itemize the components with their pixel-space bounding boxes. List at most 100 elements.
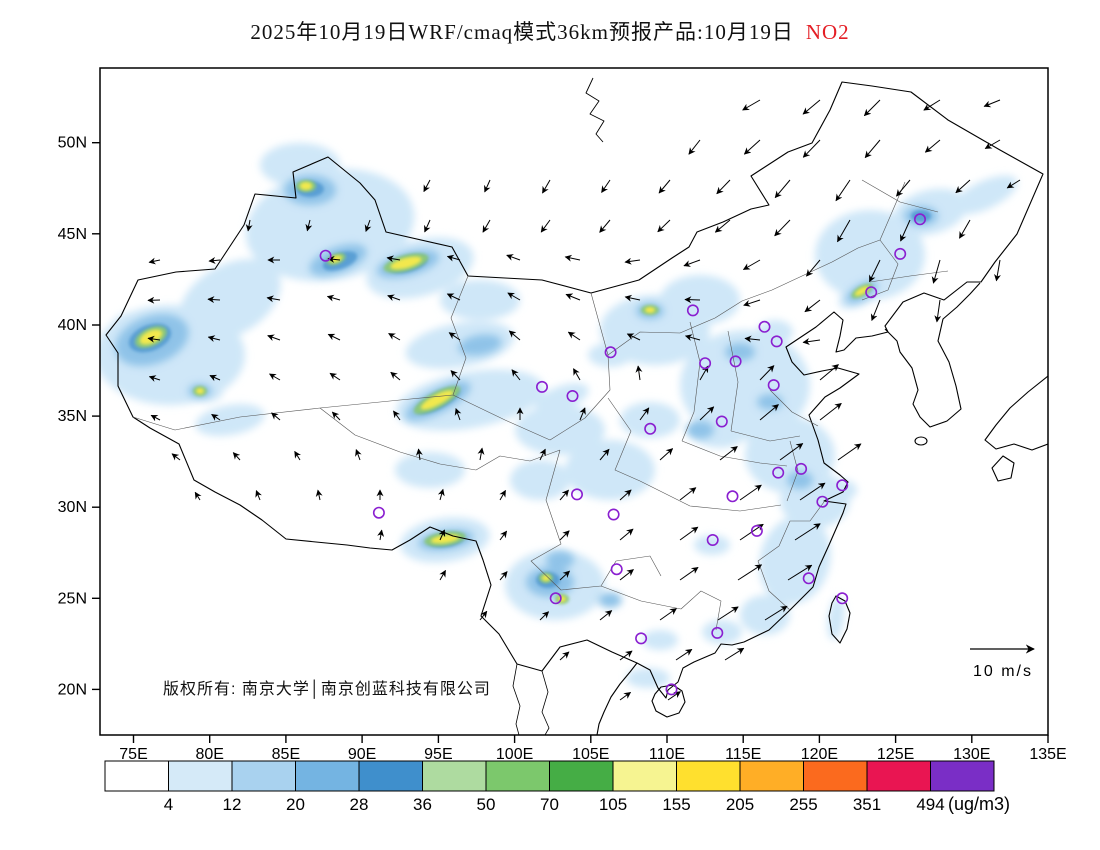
wind-arrow	[271, 412, 281, 421]
wind-arrow	[423, 179, 431, 193]
x-axis-tick-label: 75E	[119, 746, 147, 763]
no2-shading-blob	[420, 390, 454, 410]
colorbar-cell	[168, 760, 233, 792]
wind-arrow	[684, 296, 701, 304]
no2-shading-blob	[757, 320, 793, 344]
wind-arrow	[774, 179, 791, 199]
wind-arrow	[802, 99, 821, 115]
wind-arrow	[837, 219, 851, 243]
colorbar-cell	[231, 760, 296, 792]
city-marker	[726, 490, 739, 503]
city-marker	[836, 592, 849, 605]
no2-shading-blob	[827, 596, 845, 640]
wind-reference-label: 10 m/s	[973, 663, 1033, 680]
wind-arrow	[837, 443, 862, 461]
colorbar-level-label: 12	[223, 795, 242, 814]
city-marker	[802, 572, 815, 585]
x-axis-tick-label: 100E	[496, 746, 533, 763]
wind-arrow	[508, 330, 521, 341]
wind-arrow	[329, 372, 341, 381]
title-text: 2025年10月19日WRF/cmaq模式36km预报产品:10月19日	[250, 20, 794, 44]
no2-shading-blob	[196, 388, 204, 394]
wind-arrow	[959, 219, 971, 239]
wind-arrow	[896, 179, 911, 197]
wind-arrow	[924, 139, 941, 153]
colorbar-cell	[612, 760, 677, 792]
wind-arrow	[764, 605, 788, 621]
wind-arrow	[479, 610, 488, 621]
wind-arrow	[955, 179, 971, 194]
wind-arrow	[819, 402, 842, 421]
map-frame	[99, 67, 1049, 736]
colorbar-cell	[422, 760, 487, 792]
wind-arrow	[331, 411, 341, 421]
no2-shading-blob	[598, 592, 622, 608]
colorbar-level-label: 205	[726, 795, 754, 814]
wind-arrow	[194, 491, 202, 501]
wind-arrow	[659, 448, 674, 461]
city-marker	[894, 247, 907, 260]
wind-arrow	[209, 374, 221, 382]
copyright-text: 版权所有: 南京大学│南京创蓝科技有限公司	[163, 679, 491, 699]
wind-arrow	[984, 139, 1001, 149]
geography-layer	[105, 77, 1048, 735]
wind-arrow	[499, 530, 508, 541]
wind-arrow	[802, 139, 821, 158]
wind-reference-legend: 10 m/s	[970, 644, 1035, 680]
colorbar-cell	[866, 760, 931, 792]
city-marker	[865, 286, 878, 299]
wind-arrow	[787, 564, 813, 581]
x-axis-tick-label: 135E	[1029, 746, 1066, 763]
no2-shading-blob	[546, 551, 574, 569]
wind-arrow	[1006, 179, 1021, 189]
colorbar-unit-label: (ug/m3)	[948, 794, 1010, 814]
wind-arrow	[559, 570, 571, 581]
no2-shading-blob	[645, 307, 655, 313]
wind-arrow	[499, 571, 508, 581]
x-axis-tick-label: 115E	[725, 746, 761, 763]
indochina-borders	[512, 663, 550, 735]
wind-arrow	[393, 410, 401, 421]
wind-arrow	[619, 569, 634, 581]
wind-arrow	[268, 373, 281, 381]
y-axis-tick-label: 30N	[58, 499, 87, 516]
colorbar-level-label: 494	[916, 795, 944, 814]
kyushu-island	[991, 455, 1015, 482]
city-marker	[549, 592, 562, 605]
no2-shading-blob	[300, 182, 312, 190]
wind-arrow	[639, 407, 650, 421]
wind-arrow	[934, 299, 942, 323]
x-axis-tick-label: 130E	[953, 746, 990, 763]
wind-arrow	[635, 365, 643, 381]
wind-arrow	[387, 294, 401, 302]
wind-arrow	[675, 648, 693, 661]
colorbar-cell	[485, 760, 550, 792]
jeju-island	[914, 436, 928, 446]
x-axis-tick-label: 90E	[348, 746, 376, 763]
wind-arrow	[147, 335, 161, 343]
colorbar-level-label: 351	[853, 795, 881, 814]
wind-arrow	[388, 333, 401, 341]
x-axis-tick-label: 120E	[801, 746, 838, 763]
page-title: 2025年10月19日WRF/cmaq模式36km预报产品:10月19日 NO2	[0, 16, 1100, 46]
wind-arrow	[477, 447, 485, 461]
wind-arrow	[619, 691, 632, 701]
x-axis-tick-label: 85E	[272, 746, 300, 763]
wind-arrow	[542, 179, 551, 194]
city-marker	[750, 524, 763, 537]
wind-arrow	[931, 259, 941, 284]
wind-arrow	[626, 333, 641, 341]
wind-arrow	[267, 334, 281, 342]
no2-shading-blob	[787, 471, 813, 489]
colorbar-cell	[295, 760, 360, 792]
x-axis-tick-label: 105E	[572, 746, 609, 763]
wind-arrow	[232, 452, 241, 461]
y-axis-tick-label: 35N	[58, 408, 87, 425]
wind-arrow	[742, 99, 761, 111]
wind-arrow	[454, 408, 462, 421]
wind-arrow	[719, 446, 738, 461]
wind-arrow	[724, 647, 745, 661]
wind-arrow	[294, 450, 302, 461]
axes-layer: 75E 80E 85E 90E 95E 100E 105E 110E 115E 120E 125E 1…	[58, 135, 1067, 763]
